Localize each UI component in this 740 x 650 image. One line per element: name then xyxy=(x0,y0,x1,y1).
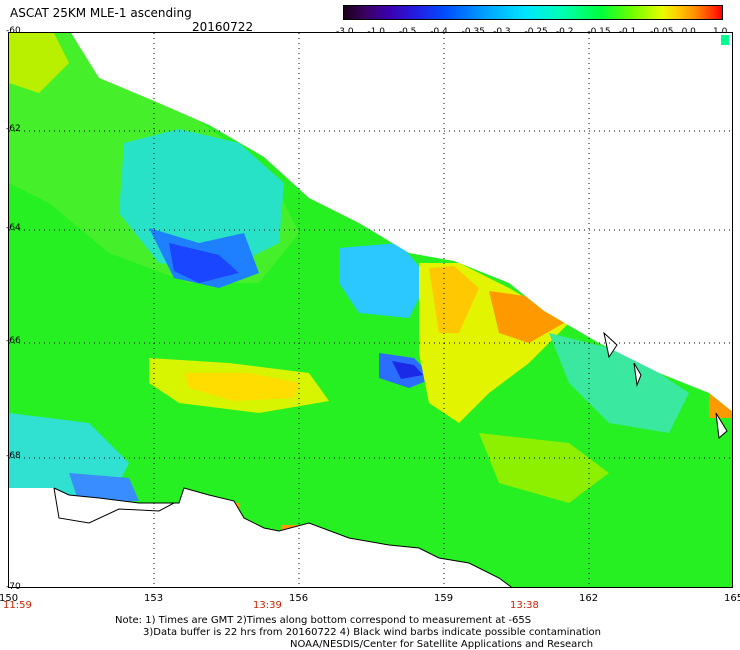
latitude-label: -64 xyxy=(6,223,21,233)
product-date: 20160722 xyxy=(192,20,254,34)
longitude-label: 162 xyxy=(579,593,599,604)
longitude-label: 150 xyxy=(0,593,19,604)
note-line-2: 3)Data buffer is 22 hrs from 20160722 4)… xyxy=(143,627,601,638)
note-line-3: NOAA/NESDIS/Center for Satellite Applica… xyxy=(290,639,594,650)
time-label-2: 13:39 xyxy=(253,600,282,611)
longitude-label: 156 xyxy=(289,593,309,604)
latitude-label: -70 xyxy=(6,582,21,592)
longitude-label: 165 xyxy=(724,593,740,604)
land-mask xyxy=(9,33,732,587)
product-title: ASCAT 25KM MLE-1 ascending xyxy=(10,6,192,20)
longitude-label: 159 xyxy=(434,593,454,604)
time-label-1: 11:59 xyxy=(3,600,32,611)
latitude-label: -60 xyxy=(6,26,21,36)
color-scale-bar xyxy=(343,5,723,20)
latitude-label: -68 xyxy=(6,451,21,461)
latitude-label: -62 xyxy=(6,124,21,134)
lat-lon-grid xyxy=(9,33,732,587)
latitude-label: -66 xyxy=(6,336,21,346)
map-panel xyxy=(8,32,733,588)
longitude-label: 153 xyxy=(144,593,164,604)
time-label-3: 13:38 xyxy=(510,600,539,611)
swath-map xyxy=(9,33,732,587)
note-line-1: Note: 1) Times are GMT 2)Times along bot… xyxy=(115,615,532,626)
